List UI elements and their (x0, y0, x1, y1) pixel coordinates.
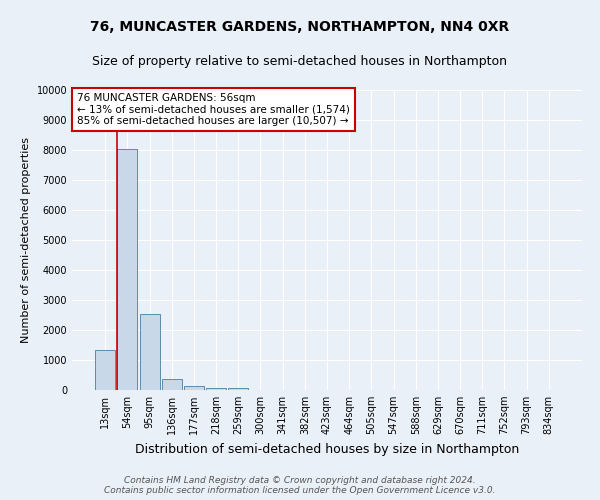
Text: Size of property relative to semi-detached houses in Northampton: Size of property relative to semi-detach… (92, 55, 508, 68)
Y-axis label: Number of semi-detached properties: Number of semi-detached properties (21, 137, 31, 343)
Bar (140, 314, 160, 390)
Bar (184, 386, 204, 390)
Bar (118, 149, 137, 390)
Bar (95, 350, 115, 390)
Text: 76 MUNCASTER GARDENS: 56sqm
← 13% of semi-detached houses are smaller (1,574)
85: 76 MUNCASTER GARDENS: 56sqm ← 13% of sem… (77, 93, 350, 126)
Bar (162, 378, 182, 390)
Text: 76, MUNCASTER GARDENS, NORTHAMPTON, NN4 0XR: 76, MUNCASTER GARDENS, NORTHAMPTON, NN4 … (91, 20, 509, 34)
Text: Contains HM Land Registry data © Crown copyright and database right 2024.
Contai: Contains HM Land Registry data © Crown c… (104, 476, 496, 495)
X-axis label: Distribution of semi-detached houses by size in Northampton: Distribution of semi-detached houses by … (135, 442, 519, 456)
Bar (228, 388, 248, 390)
Bar (206, 388, 226, 390)
